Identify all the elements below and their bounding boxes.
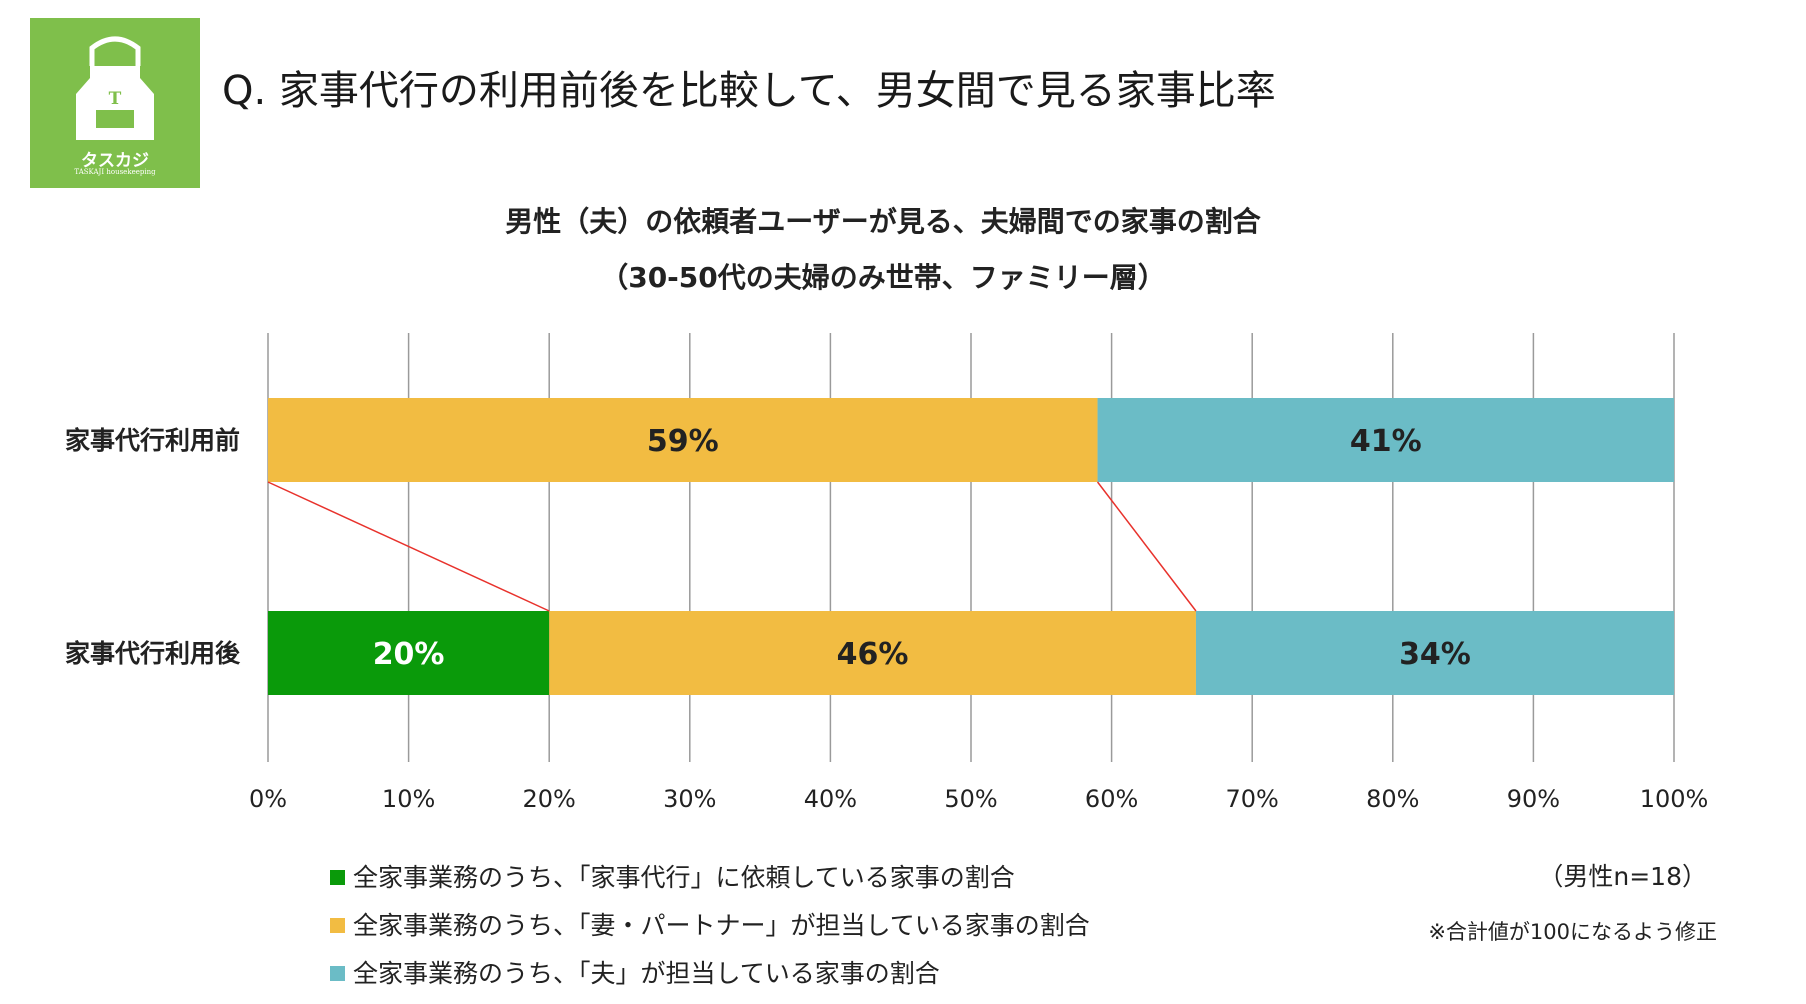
chart-title: 男性（夫）の依頼者ユーザーが見る、夫婦間での家事の割合 [505,205,1261,238]
x-tick-label: 40% [804,785,857,813]
data-label: 41% [1350,424,1422,459]
legend-item-agency: 全家事業務のうち、「家事代行」に依頼している家事の割合 [330,858,1015,894]
taskaji-logo: T タスカジ TASKAJI housekeeping [30,18,200,188]
legend-label-husband: 全家事業務のうち、「夫」が担当している家事の割合 [353,959,940,988]
legend-item-wife: 全家事業務のうち、「妻・パートナー」が担当している家事の割合 [330,906,1090,942]
logo-name: タスカジ [81,151,149,171]
logo-letter: T [109,89,122,109]
sample-size-note: （男性n=18） [1538,862,1707,891]
x-tick-label: 30% [663,785,716,813]
data-label: 20% [373,637,445,672]
footnote: ※合計値が100になるよう修正 [1428,920,1717,944]
x-tick-label: 80% [1366,785,1419,813]
legend-label-agency: 全家事業務のうち、「家事代行」に依頼している家事の割合 [353,863,1015,892]
x-tick-label: 90% [1507,785,1560,813]
x-tick-label: 10% [382,785,435,813]
x-tick-label: 70% [1226,785,1279,813]
bar-segment-wife [549,611,1196,695]
category-label: 家事代行利用後 [65,639,241,668]
bar-segment-agency [268,611,550,695]
legend-item-husband: 全家事業務のうち、「夫」が担当している家事の割合 [330,954,940,990]
page-title: Q. 家事代行の利用前後を比較して、男女間で見る家事比率 [222,68,1276,114]
legend-swatch-agency [330,870,345,885]
connector-line [267,481,550,612]
x-tick-label: 100% [1640,785,1709,813]
bar-segment-husband [1097,398,1674,482]
x-tick-label: 50% [944,785,997,813]
data-label: 59% [647,424,719,459]
x-tick-label: 60% [1085,785,1138,813]
apron-icon: T [76,36,154,140]
bar-segment-husband [1195,611,1674,695]
x-tick-label: 20% [523,785,576,813]
legend-label-wife: 全家事業務のうち、「妻・パートナー」が担当している家事の割合 [353,911,1090,940]
bar-segment-wife [268,398,1098,482]
category-label: 家事代行利用前 [65,426,240,455]
connector-line [1096,481,1197,612]
chart-subtitle: （30-50代の夫婦のみ世帯、ファミリー層） [600,261,1166,294]
legend-swatch-husband [330,966,345,981]
logo-tagline: TASKAJI housekeeping [74,168,156,176]
data-label: 46% [837,637,909,672]
legend-swatch-wife [330,918,345,933]
data-label: 34% [1399,637,1471,672]
x-tick-label: 0% [249,785,287,813]
